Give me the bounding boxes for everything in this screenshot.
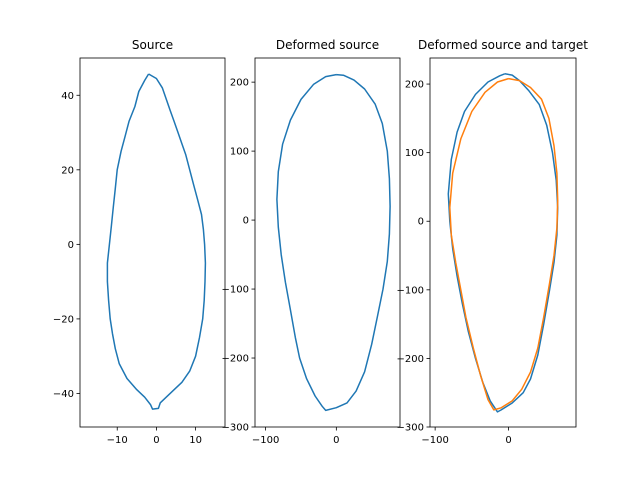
x-tick-label: −100 [252, 435, 279, 446]
x-tick-label: 0 [333, 435, 339, 446]
y-tick-label: 40 [61, 91, 74, 102]
y-tick-label: 200 [230, 78, 249, 89]
y-tick-label: −200 [397, 354, 424, 365]
y-tick-label: 0 [418, 217, 424, 228]
x-tick-label: −10 [107, 435, 128, 446]
y-tick-label: −100 [397, 285, 424, 296]
subplot-2: −100 0 −300 −200 −100 0 100 200 Deformed source [222, 38, 401, 446]
series-line-2-1 [276, 73, 391, 412]
y-tick-label: −20 [53, 314, 74, 325]
subplot-3: −100 0 −300 −200 −100 0 100 200 Deformed source … [397, 38, 589, 446]
y-tick-label: −40 [53, 389, 74, 400]
x-tick-label: 0 [505, 435, 511, 446]
y-tick-label: −100 [222, 285, 249, 296]
subplot-title: Deformed source [276, 38, 379, 52]
y-tick-label: −300 [397, 423, 424, 434]
axes-frame [429, 57, 577, 428]
y-tick-label: 100 [230, 147, 249, 158]
subplot-1: −10 0 10 −40 −20 0 20 40 Source [53, 38, 226, 446]
axes-frame [79, 57, 226, 428]
y-tick-label: 100 [405, 148, 424, 159]
x-tick-label: −100 [421, 435, 448, 446]
y-tick-label: 0 [68, 240, 74, 251]
subplot-title: Source [132, 38, 173, 52]
y-tick-label: −200 [222, 354, 249, 365]
y-tick-label: 0 [243, 216, 249, 227]
x-tick-label: 0 [153, 435, 159, 446]
subplot-title: Deformed source and target [418, 38, 588, 52]
series-line-1-1 [106, 73, 207, 410]
x-tick-label: 10 [189, 435, 202, 446]
axes-frame [254, 57, 401, 428]
series-line-3-2 [449, 77, 559, 411]
series-line-3-1 [447, 73, 559, 413]
y-tick-label: 20 [61, 165, 74, 176]
y-tick-label: 200 [405, 80, 424, 91]
y-tick-label: −300 [222, 423, 249, 434]
